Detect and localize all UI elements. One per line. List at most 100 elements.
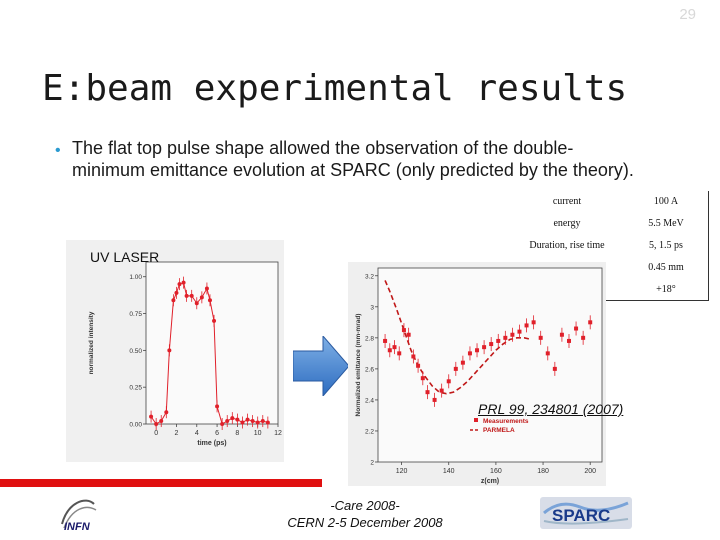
data-point	[181, 280, 186, 285]
emittance-chart: 120 140 160 180 200 2 2.2 2.4 2.6 2.8 3 3.2 z(cm) Nor…	[355, 267, 603, 485]
y-tick-label: 0.25	[129, 385, 142, 392]
measurement-point	[531, 320, 536, 325]
y-tick-label: 0.75	[129, 311, 142, 318]
y-axis-label: Normalized emittance (mm-mrad)	[355, 314, 362, 417]
data-point	[194, 301, 199, 306]
uv-laser-label: UV LASER	[90, 249, 160, 265]
parmela-line	[384, 280, 532, 395]
measurement-point	[574, 326, 579, 331]
footer: -Care 2008- CERN 2-5 December 2008	[260, 497, 470, 531]
table-row: energy 5.5 MeV	[510, 213, 709, 235]
arrow-right-icon	[293, 336, 349, 396]
y-tick-label: 2.8	[365, 335, 374, 342]
measurement-point	[406, 332, 411, 337]
measurement-point	[420, 376, 425, 381]
measurement-point	[467, 351, 472, 356]
x-tick-label: 10	[254, 430, 262, 437]
data-point	[220, 422, 225, 426]
y-tick-label: 3.2	[365, 273, 374, 280]
infn-logo-text: INFN	[64, 521, 91, 533]
x-tick-label: 120	[396, 468, 408, 475]
measurement-point	[460, 360, 465, 365]
measurement-point	[552, 366, 557, 371]
measurement-point	[387, 348, 392, 353]
data-point	[215, 404, 220, 409]
legend-marker	[474, 418, 478, 422]
param-value: +18°	[656, 283, 676, 295]
param-name: current	[552, 196, 582, 208]
measurement-point	[517, 329, 522, 334]
infn-logo: INFN	[56, 494, 100, 534]
emittance-chart-panel: 120 140 160 180 200 2 2.2 2.4 2.6 2.8 3 3.2 z(cm) Nor…	[348, 262, 606, 486]
data-point	[159, 419, 164, 424]
measurement-point	[503, 335, 508, 340]
measurement-point	[411, 354, 416, 359]
measurement-point	[482, 345, 487, 350]
measurement-point	[559, 332, 564, 337]
measurement-point	[432, 397, 437, 402]
footer-line-2: CERN 2-5 December 2008	[287, 515, 443, 530]
measurement-point	[397, 351, 402, 356]
measurement-point	[416, 363, 421, 368]
measurement-point	[439, 388, 444, 393]
reference-link[interactable]: PRL 99, 234801 (2007)	[478, 401, 624, 417]
measurement-point	[496, 338, 501, 343]
y-tick-label: 2.4	[365, 397, 374, 404]
data-point	[255, 420, 260, 425]
y-tick-label: 0.50	[129, 348, 142, 355]
data-point	[171, 298, 176, 303]
legend-entry: PARMELA	[483, 427, 515, 434]
data-point	[199, 295, 204, 300]
bullet-text: The flat top pulse shape allowed the obs…	[72, 138, 634, 180]
x-tick-label: 4	[195, 430, 199, 437]
data-point	[154, 422, 159, 426]
data-point	[204, 286, 209, 291]
slide-title: E:beam experimental results	[42, 68, 628, 109]
y-tick-label: 1.00	[129, 274, 142, 281]
measurement-point	[588, 320, 593, 325]
data-point	[212, 318, 217, 323]
legend-entry: Measurements	[483, 418, 529, 425]
measurement-point	[475, 348, 480, 353]
param-value: 100 A	[653, 196, 679, 208]
measurement-point	[545, 351, 550, 356]
plot-area	[145, 261, 279, 425]
slide-number: 29	[679, 6, 696, 23]
red-accent-bar	[0, 479, 322, 487]
table-row: current 100 A	[510, 191, 709, 213]
data-point	[184, 293, 189, 298]
x-tick-label: 2	[175, 430, 179, 437]
data-point	[189, 293, 194, 298]
sparc-logo-text: SPARC	[552, 506, 610, 525]
measurement-point	[581, 335, 586, 340]
data-point	[149, 414, 154, 419]
measurement-point	[566, 338, 571, 343]
measurement-point	[446, 379, 451, 384]
uv-laser-chart-panel: 0 2 4 6 8 10 12 0.00 0.25 0.50 0.75 1.00 time (ps) no…	[66, 240, 284, 462]
x-tick-label: 140	[443, 468, 455, 475]
x-tick-label: 200	[584, 468, 596, 475]
measurement-point	[453, 366, 458, 371]
data-point	[235, 417, 240, 422]
data-point	[164, 410, 169, 415]
measurement-point	[489, 342, 494, 347]
param-value: 0.45 mm	[648, 261, 684, 273]
data-point	[250, 419, 255, 424]
param-name: energy	[553, 218, 581, 230]
footer-line-1: -Care 2008-	[330, 498, 400, 513]
data-point	[225, 419, 230, 424]
data-point	[260, 419, 265, 424]
x-axis-label: z(cm)	[481, 478, 499, 485]
y-tick-label: 2.6	[365, 366, 374, 373]
param-value: 5, 1.5 ps	[649, 239, 683, 251]
bullet-icon: •	[55, 142, 61, 159]
measurement-point	[524, 323, 529, 328]
measurement-point	[425, 390, 430, 395]
x-tick-label: 12	[274, 430, 282, 437]
x-tick-label: 180	[537, 468, 549, 475]
param-value: 5.5 MeV	[648, 218, 684, 230]
x-tick-label: 160	[490, 468, 502, 475]
y-axis-label: normalized intensity	[88, 311, 95, 374]
y-tick-label: 3	[370, 304, 374, 311]
data-point	[245, 417, 250, 422]
